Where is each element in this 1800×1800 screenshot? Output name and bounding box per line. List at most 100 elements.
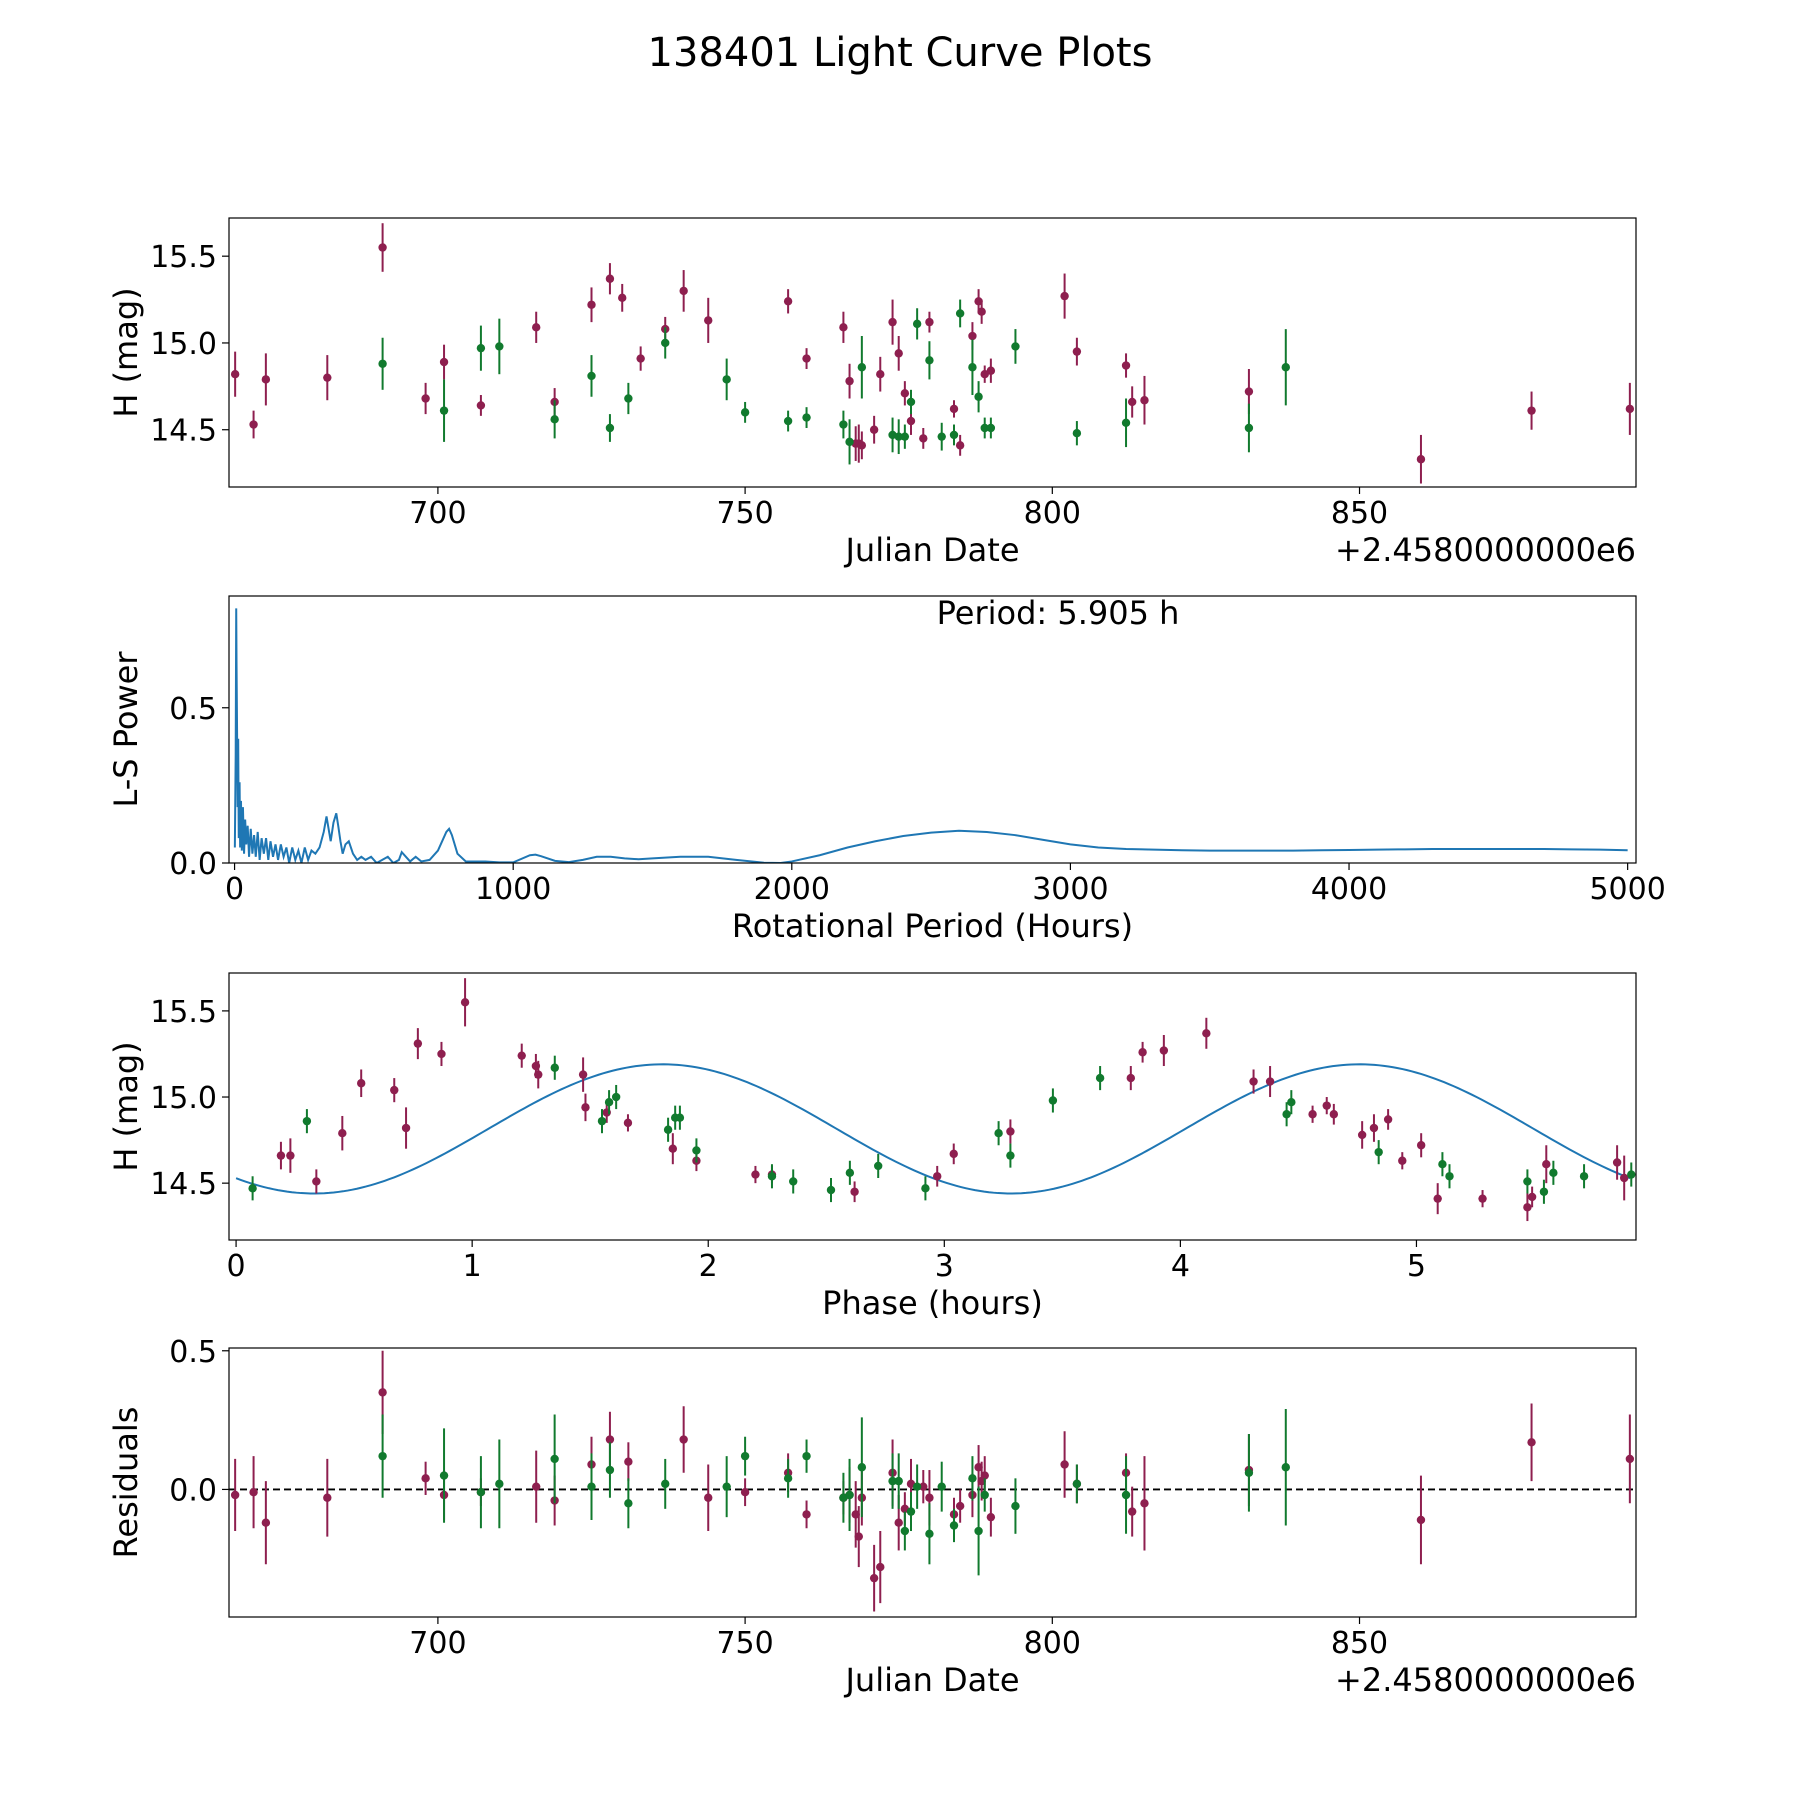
band_b-point bbox=[968, 1474, 977, 1483]
band_a-point bbox=[1383, 1115, 1393, 1124]
x-tick-label: 750 bbox=[716, 496, 773, 531]
band_b-point bbox=[949, 430, 959, 440]
band_a-point bbox=[1625, 404, 1635, 414]
band_a-point bbox=[751, 1170, 760, 1179]
band_b-point bbox=[605, 1465, 615, 1475]
band_b-point bbox=[439, 406, 449, 415]
y-tick-label: 14.5 bbox=[150, 414, 217, 449]
panels: 700 750 800 850 14.5 15.0 15.5 Julian Date H (ma… bbox=[107, 217, 1666, 1699]
band_a-point bbox=[955, 441, 965, 450]
band_b-point bbox=[974, 392, 983, 401]
panel-lc: 700 750 800 850 14.5 15.0 15.5 Julian Date H (ma… bbox=[107, 217, 1637, 569]
band_a-point bbox=[532, 1482, 541, 1491]
band_a-point bbox=[276, 1151, 286, 1160]
band_a-point bbox=[437, 1049, 446, 1059]
band_a-point bbox=[249, 1488, 258, 1497]
band_b-point bbox=[949, 1521, 959, 1530]
band_a-point bbox=[968, 331, 977, 341]
x-tick-label: 800 bbox=[1024, 496, 1081, 531]
band_b-point bbox=[722, 1482, 731, 1491]
band_b-point bbox=[302, 1116, 312, 1126]
band_a-point bbox=[888, 317, 897, 327]
x-tick-label: 4000 bbox=[1311, 872, 1387, 907]
band_a-point bbox=[476, 401, 486, 410]
band_b-point bbox=[1445, 1172, 1454, 1181]
model-curve bbox=[235, 1063, 1631, 1195]
band_b-point bbox=[783, 1474, 793, 1483]
band_b-point bbox=[1095, 1073, 1105, 1083]
band_b-point bbox=[1281, 363, 1290, 372]
band_b-point bbox=[888, 1476, 897, 1486]
band_a-point bbox=[1357, 1130, 1367, 1140]
band_a-point bbox=[802, 354, 811, 363]
x-tick-label: 2 bbox=[699, 1249, 718, 1284]
band_b-point bbox=[476, 1488, 486, 1497]
band_b-point bbox=[248, 1184, 257, 1193]
x-axis-label: Julian Date bbox=[843, 1661, 1019, 1699]
y-axis-label: L-S Power bbox=[107, 651, 145, 808]
band_a-point bbox=[623, 1118, 633, 1128]
band_b-point bbox=[845, 437, 854, 447]
band_a-point bbox=[401, 1123, 411, 1133]
band_a-point bbox=[323, 373, 332, 382]
band_b-point bbox=[550, 1063, 559, 1072]
band_a-point bbox=[1433, 1194, 1442, 1203]
band_a-point bbox=[704, 1493, 713, 1502]
phase-data bbox=[235, 978, 1636, 1222]
band_a-point bbox=[802, 1510, 811, 1519]
band_b-point bbox=[1627, 1170, 1636, 1179]
x-tick-label: 1000 bbox=[475, 872, 551, 907]
band_a-point bbox=[679, 286, 688, 296]
band_a-point bbox=[955, 1501, 965, 1511]
band_b-point bbox=[874, 1161, 883, 1171]
band_a-point bbox=[894, 1518, 903, 1527]
band_b-point bbox=[980, 423, 989, 433]
band_b-point bbox=[611, 1092, 621, 1102]
band_a-point bbox=[977, 307, 986, 316]
band_a-point bbox=[1006, 1127, 1015, 1136]
band_a-point bbox=[1619, 1173, 1629, 1183]
band_a-point bbox=[230, 1490, 240, 1500]
band_b-point bbox=[663, 1125, 673, 1134]
axes-frame bbox=[228, 972, 1637, 1241]
band_b-point bbox=[937, 1482, 946, 1491]
band_b-point bbox=[925, 356, 934, 365]
band_b-point bbox=[912, 319, 922, 329]
x-tick-label: 5000 bbox=[1589, 872, 1665, 907]
band_a-point bbox=[986, 1512, 996, 1522]
y-tick-label: 15.5 bbox=[150, 240, 217, 275]
x-tick-label: 750 bbox=[716, 1626, 773, 1661]
y-tick-label: 0.0 bbox=[169, 847, 217, 882]
band_b-point bbox=[675, 1113, 685, 1122]
band_b-point bbox=[1549, 1168, 1558, 1178]
band_b-point bbox=[604, 1097, 614, 1107]
band_a-point bbox=[534, 1070, 543, 1079]
band_a-point bbox=[261, 1518, 271, 1527]
band_a-point bbox=[1140, 1499, 1149, 1508]
band_a-point bbox=[1072, 347, 1082, 356]
band_a-point bbox=[876, 369, 885, 379]
x-offset-label: +2.4580000000e6 bbox=[1335, 1661, 1636, 1699]
band_b-point bbox=[968, 363, 977, 372]
band_a-point bbox=[1416, 1141, 1426, 1150]
band_a-point bbox=[850, 1187, 859, 1196]
x-tick-label: 1 bbox=[463, 1249, 482, 1284]
band_a-point bbox=[605, 274, 615, 283]
band_b-point bbox=[912, 1482, 922, 1491]
band_a-point bbox=[460, 998, 470, 1007]
band_a-point bbox=[323, 1493, 332, 1502]
band_b-point bbox=[1244, 423, 1254, 433]
band_a-point bbox=[839, 323, 848, 332]
period-annotation: Period: 5.905 h bbox=[937, 594, 1180, 632]
band_a-point bbox=[704, 316, 713, 325]
x-tick-label: 3000 bbox=[1032, 872, 1108, 907]
axes-frame bbox=[228, 595, 1637, 864]
band_a-point bbox=[894, 349, 903, 358]
band_a-point bbox=[857, 441, 867, 450]
axes-frame bbox=[228, 217, 1637, 488]
band_a-point bbox=[783, 297, 793, 306]
band_a-point bbox=[624, 1457, 633, 1466]
band_a-point bbox=[980, 1471, 989, 1480]
